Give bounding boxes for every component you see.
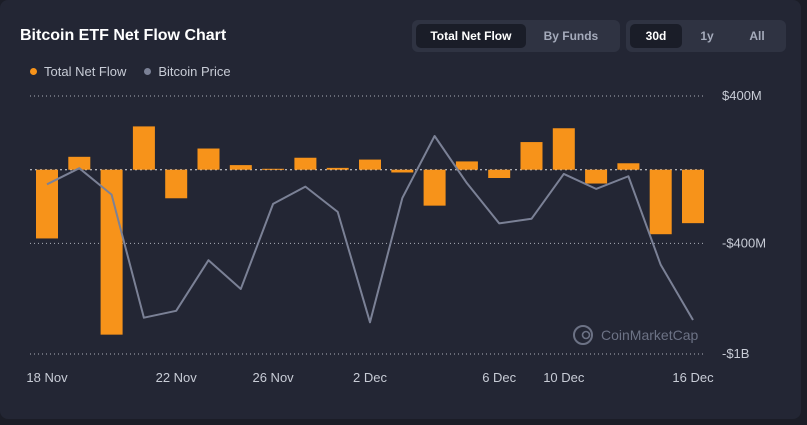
flow-bar[interactable] (617, 163, 640, 170)
flow-bar[interactable] (132, 126, 155, 170)
x-tick-label: 26 Nov (252, 370, 294, 385)
line-layer (46, 135, 694, 324)
chart-title: Bitcoin ETF Net Flow Chart (20, 27, 227, 44)
legend-dot-bitcoin-price (144, 68, 152, 75)
x-axis-labels: 18 Nov 22 Nov 26 Nov 2 Dec 6 Dec 10 Dec 16 Dec (26, 370, 714, 385)
range-tab-group: 30d 1y All (626, 20, 786, 52)
x-tick-label: 22 Nov (156, 370, 198, 385)
tab-by-funds[interactable]: By Funds (543, 29, 599, 43)
flow-bar[interactable] (197, 148, 220, 170)
y-tick-label: $400M (722, 88, 762, 103)
tab-30d[interactable]: 30d (630, 24, 682, 48)
x-tick-label: 16 Dec (672, 370, 714, 385)
tab-total-net-flow[interactable]: Total Net Flow (416, 24, 526, 48)
flow-bar[interactable] (229, 165, 252, 170)
grid-layer (30, 95, 703, 355)
tab-1y[interactable]: 1y (700, 29, 714, 43)
y-tick-label: -$400M (722, 235, 766, 250)
mode-tab-group: Total Net Flow By Funds (412, 20, 620, 52)
flow-bar[interactable] (326, 167, 349, 170)
flow-bar[interactable] (100, 169, 123, 335)
watermark-text: CoinMarketCap (601, 327, 698, 343)
x-tick-label: 10 Dec (543, 370, 585, 385)
flow-bar[interactable] (455, 161, 478, 170)
watermark: CoinMarketCap (573, 325, 698, 345)
x-tick-label: 6 Dec (482, 370, 516, 385)
legend-label-bitcoin-price: Bitcoin Price (158, 64, 231, 79)
y-tick-label: -$1B (722, 346, 749, 361)
flow-bar[interactable] (262, 168, 285, 170)
tab-all[interactable]: All (749, 29, 765, 43)
chart-legend: Total Net Flow Bitcoin Price (30, 64, 231, 79)
flow-bar[interactable] (488, 169, 511, 179)
bar-layer (36, 126, 704, 335)
flow-bar[interactable] (68, 156, 91, 170)
flow-bar[interactable] (552, 128, 575, 170)
flow-bar[interactable] (36, 169, 58, 239)
y-axis-labels: $400M -$400M -$1B (722, 88, 766, 361)
legend-item-bitcoin-price[interactable]: Bitcoin Price (144, 64, 231, 79)
flow-bar[interactable] (682, 169, 704, 224)
flow-bar[interactable] (423, 169, 446, 206)
x-tick-label: 18 Nov (26, 370, 68, 385)
flow-bar[interactable] (520, 142, 543, 170)
bitcoin-price-line[interactable] (46, 135, 694, 324)
flow-bar[interactable] (649, 169, 672, 235)
legend-label-net-flow: Total Net Flow (44, 64, 127, 79)
legend-dot-net-flow (30, 68, 37, 75)
flow-bar[interactable] (294, 157, 317, 170)
flow-chart-svg: CoinMarketCap $400M -$400M -$1B 18 Nov 22 N… (26, 88, 766, 385)
flow-bar[interactable] (359, 159, 381, 170)
flow-bar[interactable] (165, 169, 188, 199)
x-tick-label: 2 Dec (353, 370, 387, 385)
flow-bar[interactable] (585, 169, 608, 184)
legend-item-net-flow[interactable]: Total Net Flow (30, 64, 126, 79)
chart-card: Bitcoin ETF Net Flow Chart Total Net Flo… (0, 0, 801, 419)
flow-bar[interactable] (391, 169, 414, 173)
